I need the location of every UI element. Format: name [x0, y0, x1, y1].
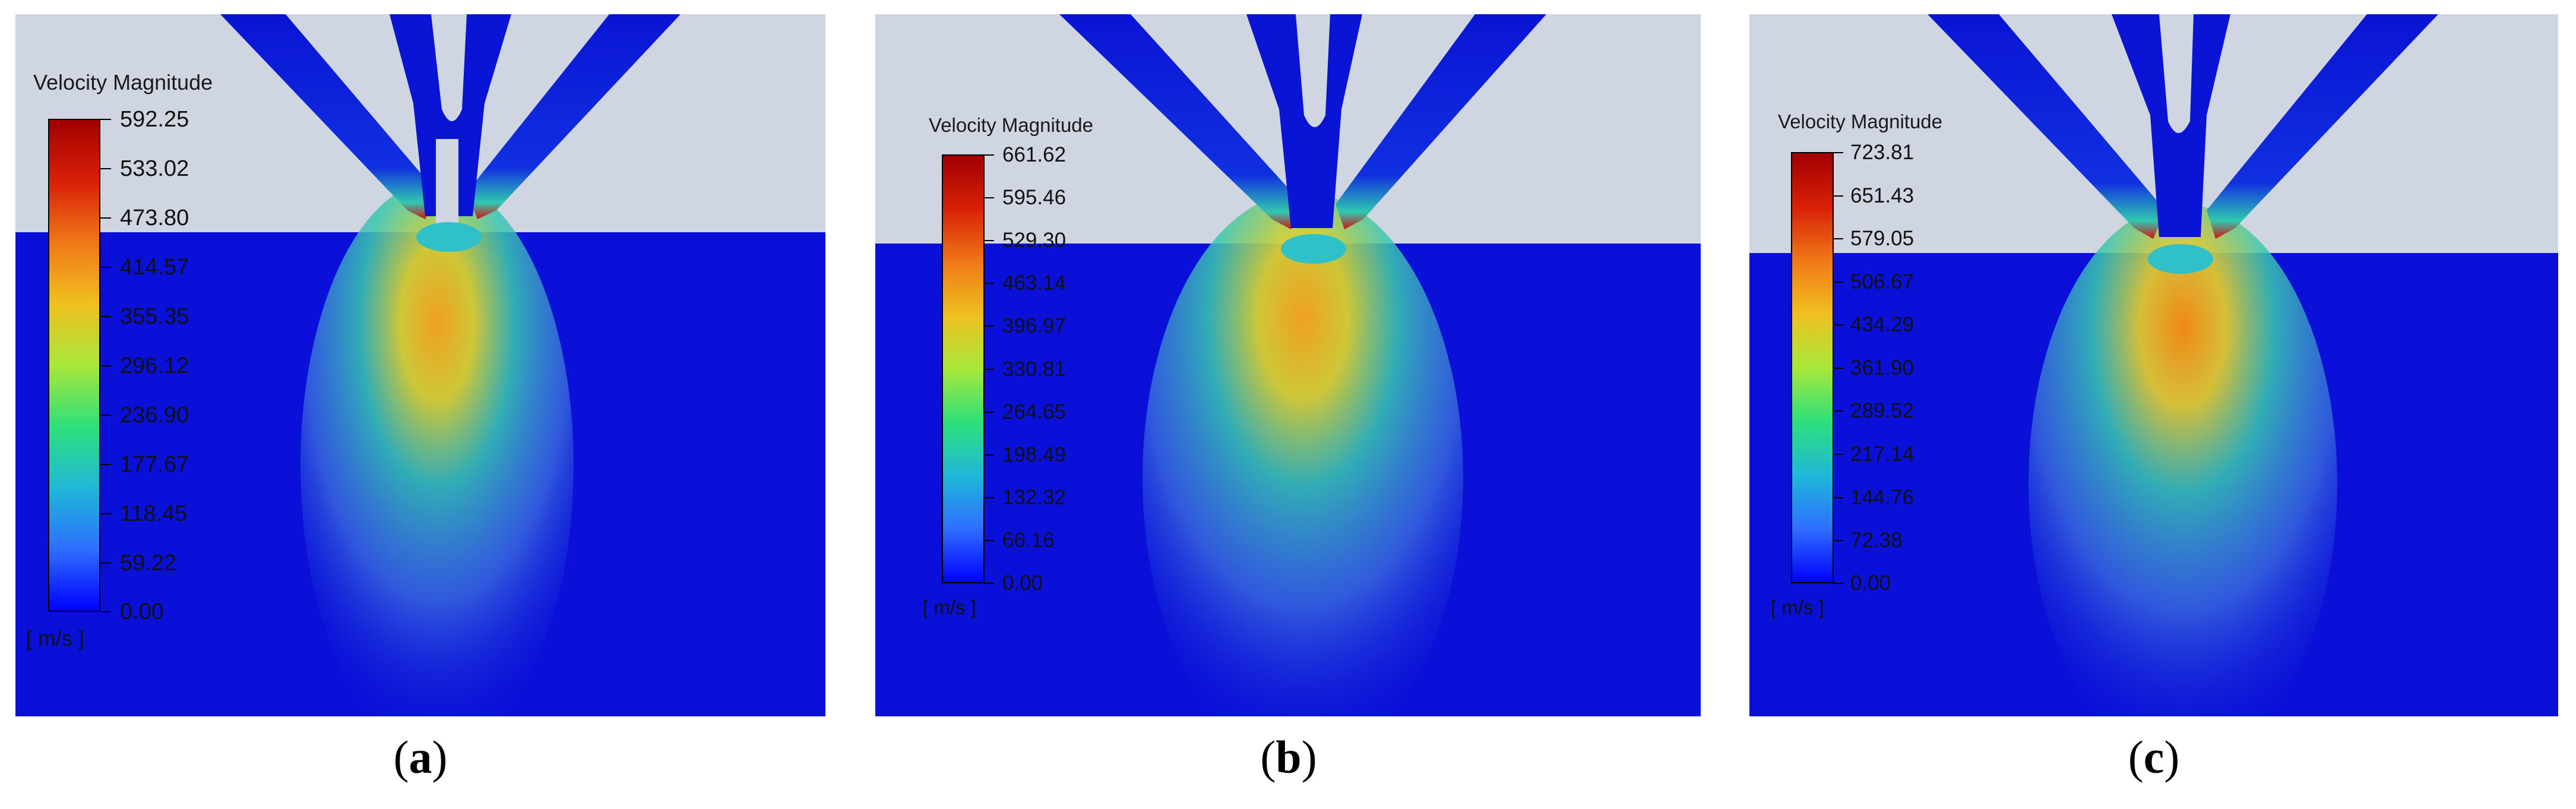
tick-mark [100, 415, 111, 416]
tick-label: 0.00 [120, 599, 164, 624]
tick-label: 529.30 [1002, 229, 1067, 252]
tick-mark [985, 283, 994, 284]
tick-mark [985, 197, 994, 198]
units-label: [ m/s ] [923, 596, 976, 618]
tick-label: 473.80 [120, 206, 189, 230]
tick-label: 59.22 [120, 551, 177, 576]
velocity-contour-plot [875, 14, 1701, 716]
colorbar-gradient [1791, 152, 1834, 583]
tick-mark [985, 240, 994, 241]
caption-letter: c [2143, 731, 2164, 783]
tick-mark [1834, 282, 1843, 283]
panel-c: Velocity Magnitude 723.81 651.43 579.05 … [1749, 14, 2558, 716]
tick-mark [100, 611, 111, 612]
tick-mark [985, 583, 994, 584]
tick-label: 132.32 [1002, 486, 1067, 509]
tick-label: 361.90 [1850, 356, 1914, 380]
units-label: [ m/s ] [26, 626, 84, 650]
tick-mark [985, 497, 994, 498]
tick-label: 506.67 [1850, 270, 1914, 293]
tick-label: 595.46 [1002, 186, 1067, 209]
tick-label: 236.90 [120, 403, 189, 428]
panel-b: Velocity Magnitude 661.62 595.46 529.30 … [875, 14, 1701, 716]
caption-letter: b [1276, 731, 1302, 783]
tick-mark [985, 412, 994, 413]
velocity-contour-plot [1749, 14, 2558, 716]
colorbar-title: Velocity Magnitude [33, 70, 213, 94]
tick-mark [1834, 454, 1843, 455]
tick-label: 661.62 [1002, 143, 1067, 166]
colorbar-gradient [48, 119, 100, 612]
tick-label: 118.45 [120, 501, 188, 526]
tick-label: 289.52 [1850, 399, 1914, 422]
tick-label: 66.16 [1002, 529, 1055, 552]
tick-label: 217.14 [1850, 443, 1914, 466]
tick-mark [100, 119, 111, 120]
tick-label: 198.49 [1002, 443, 1067, 466]
caption-b: (b) [1260, 731, 1317, 783]
tick-mark [100, 513, 111, 514]
tick-label: 296.12 [120, 353, 189, 378]
panel-a: Velocity Magnitude 592.25 533.02 473.80 … [15, 14, 825, 716]
colorbar-title: Velocity Magnitude [1778, 110, 1943, 132]
tick-mark [1834, 368, 1843, 369]
tick-mark [100, 365, 111, 366]
tick-label: 144.76 [1850, 486, 1914, 509]
tick-mark [100, 267, 111, 268]
caption-c: (c) [2128, 731, 2180, 783]
tick-label: 579.05 [1850, 227, 1914, 250]
tick-mark [1834, 410, 1843, 412]
units-label: [ m/s ] [1771, 596, 1824, 618]
tick-mark [985, 326, 994, 327]
tick-label: 414.57 [120, 255, 189, 280]
tick-mark [100, 464, 111, 465]
tick-label: 355.35 [120, 304, 189, 329]
tick-mark [1834, 583, 1843, 584]
tick-mark [100, 562, 111, 564]
tick-mark [985, 454, 994, 456]
tick-label: 723.81 [1850, 141, 1914, 164]
tick-mark [100, 168, 111, 169]
tick-label: 177.67 [120, 452, 189, 477]
colorbar-title: Velocity Magnitude [929, 114, 1094, 136]
tick-mark [100, 316, 111, 317]
tick-mark [1834, 324, 1843, 326]
colorbar-gradient [942, 154, 985, 583]
tick-label: 264.65 [1002, 400, 1067, 424]
caption-a: (a) [393, 731, 448, 783]
tick-label: 434.29 [1850, 313, 1914, 336]
tick-label: 651.43 [1850, 184, 1914, 207]
caption-letter: a [409, 731, 432, 783]
tick-mark [985, 369, 994, 370]
tick-mark [100, 217, 111, 219]
tick-label: 533.02 [120, 156, 189, 181]
tick-mark [1834, 152, 1843, 153]
tick-mark [1834, 238, 1843, 239]
tick-label: 592.25 [120, 107, 189, 132]
tick-label: 0.00 [1850, 571, 1891, 595]
tick-mark [985, 540, 994, 541]
tick-label: 72.38 [1850, 529, 1903, 552]
tick-label: 396.97 [1002, 314, 1067, 337]
tick-mark [985, 154, 994, 156]
velocity-contour-plot [15, 14, 825, 716]
tick-label: 0.00 [1002, 571, 1043, 595]
tick-label: 463.14 [1002, 271, 1067, 295]
tick-mark [1834, 497, 1843, 498]
tick-mark [1834, 195, 1843, 197]
tick-label: 330.81 [1002, 358, 1067, 381]
tick-mark [1834, 540, 1843, 541]
